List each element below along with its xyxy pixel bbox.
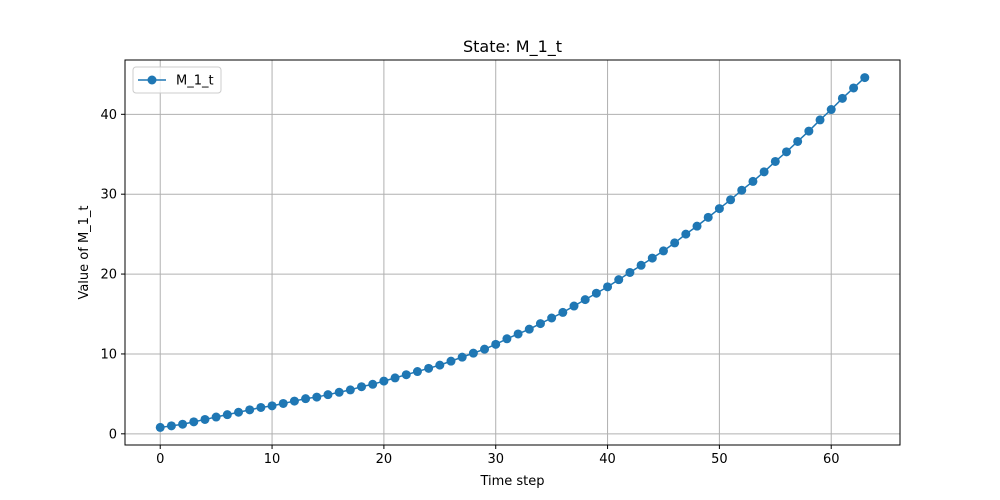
data-point xyxy=(603,282,613,292)
data-point xyxy=(468,348,478,358)
data-point xyxy=(837,93,847,103)
data-point xyxy=(289,396,299,406)
data-point xyxy=(446,356,456,366)
x-tick-label: 60 xyxy=(823,452,840,467)
data-point xyxy=(368,379,378,389)
data-point xyxy=(815,115,825,125)
axis-ticks: 0 10 20 30 40 50 60 0 10 20 30 40 xyxy=(100,108,839,467)
x-tick-label: 10 xyxy=(264,452,281,467)
data-point xyxy=(580,295,590,305)
data-point xyxy=(636,260,646,270)
data-point xyxy=(435,360,445,370)
data-point xyxy=(222,410,232,420)
data-point xyxy=(166,421,176,431)
data-point xyxy=(569,301,579,311)
data-point xyxy=(312,392,322,402)
legend-label: M_1_t xyxy=(176,74,214,89)
data-point xyxy=(759,167,769,177)
data-point xyxy=(401,370,411,380)
legend: M_1_t xyxy=(132,66,222,94)
data-point xyxy=(614,275,624,285)
data-point xyxy=(491,339,501,349)
data-point xyxy=(357,382,367,392)
data-point xyxy=(480,344,490,354)
data-point xyxy=(681,229,691,239)
y-tick-label: 40 xyxy=(100,108,117,123)
data-point xyxy=(748,176,758,186)
data-point xyxy=(804,126,814,136)
data-point xyxy=(658,246,668,256)
data-point xyxy=(793,136,803,146)
grid-lines xyxy=(125,60,900,445)
data-point xyxy=(301,394,311,404)
data-point xyxy=(558,307,568,317)
data-point xyxy=(345,385,355,395)
data-point xyxy=(692,221,702,231)
data-point xyxy=(737,185,747,195)
data-point xyxy=(703,212,713,222)
data-point xyxy=(535,319,545,329)
data-point xyxy=(334,387,344,397)
data-point xyxy=(424,363,434,373)
x-tick-label: 30 xyxy=(487,452,504,467)
data-point xyxy=(323,390,333,400)
data-point xyxy=(278,398,288,408)
x-axis-title: Time step xyxy=(479,474,544,489)
data-point xyxy=(245,405,255,415)
data-point xyxy=(714,204,724,214)
data-point xyxy=(670,238,680,248)
data-point xyxy=(524,324,534,334)
data-point xyxy=(178,419,188,429)
data-point xyxy=(267,401,277,411)
data-point xyxy=(502,334,512,344)
data-point xyxy=(591,288,601,298)
data-point xyxy=(826,105,836,115)
data-point xyxy=(256,402,266,412)
data-point xyxy=(155,422,165,432)
legend-box xyxy=(132,66,222,94)
data-point xyxy=(647,253,657,263)
data-point xyxy=(390,373,400,383)
data-point xyxy=(234,407,244,417)
y-tick-label: 20 xyxy=(100,268,117,283)
data-point xyxy=(860,73,870,83)
series-layer xyxy=(155,73,870,432)
data-point xyxy=(781,147,791,157)
x-tick-label: 0 xyxy=(156,452,164,467)
y-tick-label: 10 xyxy=(100,347,117,362)
chart-title: State: M_1_t xyxy=(463,37,562,57)
y-axis-title: Value of M_1_t xyxy=(77,205,92,299)
y-tick-label: 30 xyxy=(100,188,117,203)
data-point xyxy=(547,313,557,323)
x-tick-label: 40 xyxy=(599,452,616,467)
x-tick-label: 50 xyxy=(711,452,728,467)
data-point xyxy=(513,329,523,339)
data-point xyxy=(625,267,635,277)
data-point xyxy=(457,352,467,362)
data-point xyxy=(849,83,859,93)
series-line xyxy=(160,77,866,429)
data-point xyxy=(200,414,210,424)
plot-frame xyxy=(124,59,901,446)
data-point xyxy=(379,376,389,386)
x-tick-label: 20 xyxy=(376,452,393,467)
data-point xyxy=(189,417,199,427)
y-tick-label: 0 xyxy=(109,427,117,442)
data-point xyxy=(211,412,221,422)
legend-marker xyxy=(147,75,157,85)
data-point xyxy=(770,156,780,166)
data-point xyxy=(726,195,736,205)
data-point xyxy=(412,367,422,377)
